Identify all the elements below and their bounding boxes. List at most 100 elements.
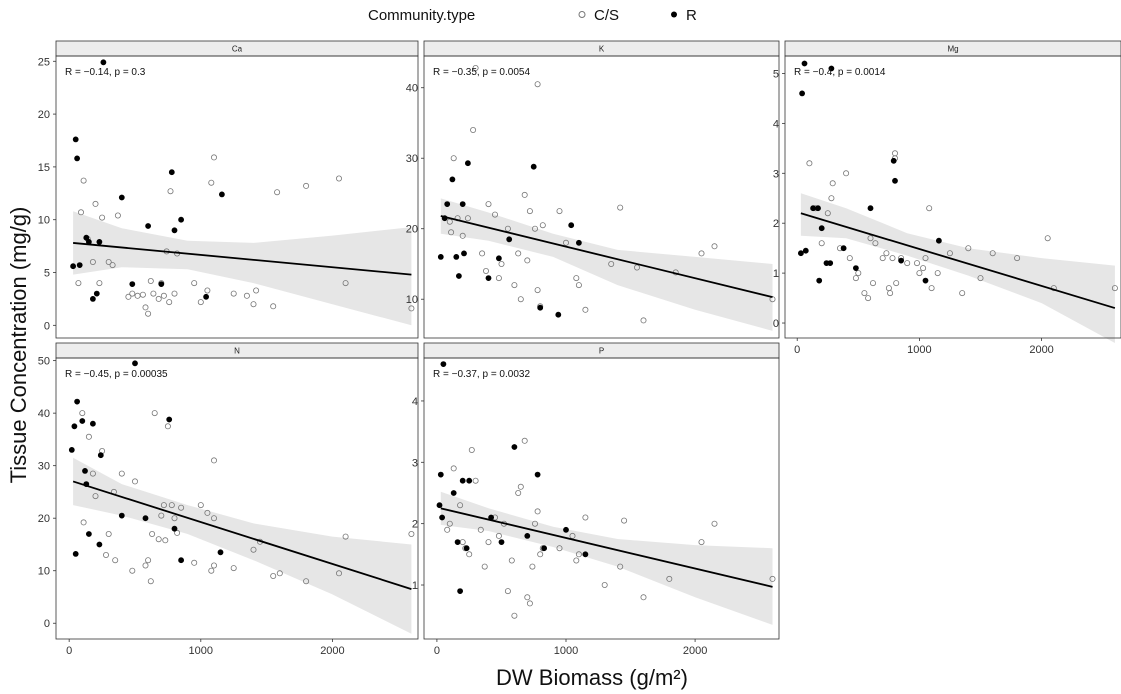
point-ca-cs-29 <box>204 287 211 294</box>
point-mg-cs-10 <box>855 270 862 277</box>
annotation-ca: R = −0.14, p = 0.3 <box>65 67 146 78</box>
point-ca-cs-25 <box>171 290 178 297</box>
point-p-cs-34 <box>617 563 624 570</box>
point-p-r-13 <box>524 533 531 539</box>
point-ca-cs-4 <box>89 258 96 265</box>
point-mg-cs-23 <box>893 280 900 287</box>
point-k-cs-31 <box>608 260 615 267</box>
point-ca-cs-1 <box>78 209 85 216</box>
point-mg-cs-7 <box>843 170 850 177</box>
point-mg-cs-17 <box>883 250 890 257</box>
point-p-r-5 <box>454 539 461 545</box>
panel-mg: Mg 0 1 2 3 4 5 0 1000 2000 R = −0.4, p = 0.0014 <box>773 40 1121 356</box>
strip-label-k: K <box>599 45 605 54</box>
y-tick-label-n-0: 0 <box>44 618 50 630</box>
point-n-cs-35 <box>250 546 257 553</box>
point-mg-r-10 <box>828 65 835 72</box>
point-p-cs-28 <box>556 545 563 552</box>
point-k-r-8 <box>464 160 471 167</box>
point-ca-cs-27 <box>191 280 198 287</box>
point-n-cs-13 <box>142 562 149 569</box>
y-tick-label-k-20: 20 <box>406 224 418 236</box>
point-p-cs-25 <box>534 508 541 515</box>
point-ca-cs-7 <box>99 214 106 221</box>
point-p-r-0 <box>436 502 443 509</box>
point-n-cs-10 <box>118 470 125 477</box>
point-n-cs-37 <box>270 573 277 580</box>
point-ca-r-4 <box>83 234 90 241</box>
point-n-cs-38 <box>276 570 283 577</box>
point-k-cs-16 <box>515 250 522 257</box>
point-k-cs-13 <box>498 260 505 267</box>
point-mg-r-4 <box>810 205 816 212</box>
point-k-r-13 <box>537 304 544 311</box>
point-mg-cs-41 <box>1111 285 1118 292</box>
point-n-r-10 <box>97 452 104 459</box>
y-tick-label-p-2: 2 <box>412 519 418 531</box>
point-p-cs-6 <box>466 551 473 558</box>
point-mg-cs-36 <box>977 275 984 282</box>
confidence-ribbon-p <box>440 491 773 625</box>
point-mg-cs-35 <box>965 245 972 252</box>
point-mg-cs-9 <box>852 275 859 282</box>
legend-label-r: R <box>686 7 697 24</box>
point-n-cs-17 <box>151 410 158 417</box>
point-p-cs-35 <box>621 517 628 524</box>
point-p-cs-21 <box>524 594 531 601</box>
point-mg-r-2 <box>801 60 808 67</box>
point-mg-cs-5 <box>829 180 836 187</box>
annotation-n: R = −0.45, p = 0.00035 <box>65 369 168 380</box>
point-k-cs-23 <box>534 81 541 88</box>
point-p-cs-24 <box>532 520 539 527</box>
point-ca-r-13 <box>158 281 165 287</box>
point-p-cs-36 <box>640 594 647 601</box>
point-k-cs-36 <box>698 250 705 257</box>
point-p-cs-1 <box>446 520 453 527</box>
point-p-cs-32 <box>582 514 589 521</box>
x-tick-label-mg-2000: 2000 <box>1029 344 1053 356</box>
point-k-cs-27 <box>563 239 570 246</box>
point-mg-r-9 <box>827 260 834 266</box>
point-k-cs-7 <box>472 65 479 72</box>
annotation-k: R = −0.35, p = 0.0054 <box>433 67 530 78</box>
point-mg-r-18 <box>936 237 942 244</box>
point-n-cs-26 <box>178 504 185 511</box>
point-p-r-8 <box>463 545 470 552</box>
strip-label-p: P <box>599 347 604 356</box>
point-n-cs-27 <box>191 559 198 566</box>
point-k-cs-19 <box>524 257 531 264</box>
point-mg-cs-37 <box>989 250 996 257</box>
point-k-cs-26 <box>556 208 563 215</box>
point-mg-cs-31 <box>928 285 935 292</box>
point-n-r-7 <box>86 531 92 537</box>
y-tick-label-ca-10: 10 <box>38 215 50 227</box>
point-k-r-10 <box>495 255 502 262</box>
point-mg-r-6 <box>816 277 823 284</box>
point-n-cs-22 <box>164 423 171 430</box>
point-k-cs-20 <box>526 208 533 215</box>
point-ca-cs-23 <box>166 299 173 306</box>
point-k-cs-22 <box>534 287 541 294</box>
point-n-r-3 <box>74 398 80 405</box>
point-k-r-15 <box>568 222 575 229</box>
point-ca-cs-31 <box>210 154 217 161</box>
point-p-cs-23 <box>529 563 536 570</box>
point-n-r-12 <box>132 360 138 367</box>
point-p-cs-20 <box>521 437 528 444</box>
x-tick-label-p-0: 0 <box>434 645 440 657</box>
point-mg-r-12 <box>853 265 859 271</box>
point-p-r-11 <box>498 539 505 545</box>
point-n-cs-31 <box>210 562 217 569</box>
point-mg-cs-32 <box>934 270 941 277</box>
point-ca-cs-18 <box>150 290 157 297</box>
point-p-r-16 <box>563 526 569 533</box>
point-p-cs-7 <box>468 446 475 453</box>
point-n-cs-40 <box>335 570 342 577</box>
point-p-cs-9 <box>477 526 484 533</box>
point-ca-r-9 <box>100 59 107 66</box>
point-ca-r-16 <box>178 216 184 223</box>
x-tick-label-n-1000: 1000 <box>189 645 213 657</box>
point-mg-cs-3 <box>824 210 831 217</box>
point-p-cs-19 <box>517 483 524 490</box>
point-n-r-14 <box>166 416 173 423</box>
